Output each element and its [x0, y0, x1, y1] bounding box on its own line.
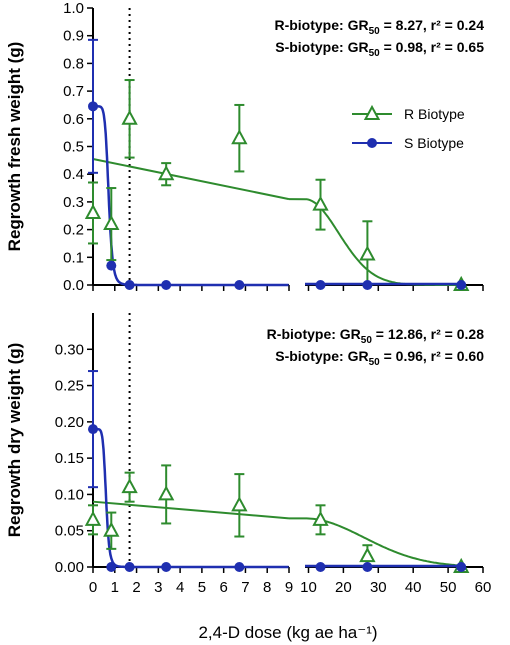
panel-fresh: 0.0 0.1 0.2 0.3 0.4 0.5 0.6 0.7 0.8 0.9 1.0 Regrowt…	[5, 0, 484, 294]
y-tick-label: 1.0	[63, 0, 84, 17]
y-tick-label: 0.05	[55, 523, 84, 540]
x-tick-label: 20	[335, 579, 352, 596]
x-tick-label: 1	[111, 579, 119, 596]
panel-dry: 0.00 0.05 0.10 0.15 0.20 0.25 0.30 0 1 2 3 4 5 6 7 8 9 10…	[5, 313, 491, 596]
r-biotype-point	[231, 129, 248, 145]
r-biotype-annotation: R-biotype: GR50 = 12.86, r² = 0.28	[267, 326, 485, 346]
x-tick-label: 0	[89, 579, 97, 596]
r-biotype-point	[157, 485, 175, 501]
s-biotype-point	[456, 280, 467, 290]
annotation-prefix: R-biotype: GR	[267, 326, 361, 342]
s-biotype-point	[88, 424, 98, 435]
r-biotype-fit-curve-right	[289, 517, 463, 567]
y-tick-label: 0.20	[55, 414, 84, 431]
y-tick-label: 0.3	[63, 194, 84, 211]
s-biotype-fit-curve	[93, 105, 289, 287]
y-axis-label: Regrowth fresh weight (g)	[5, 42, 24, 252]
annotation-subscript: 50	[369, 26, 381, 37]
legend-s-marker	[367, 138, 377, 148]
y-tick-label: 0.0	[63, 277, 84, 294]
x-tick-label: 6	[219, 579, 227, 596]
annotation-prefix: S-biotype: GR	[275, 348, 368, 364]
y-tick-label: 0.6	[63, 111, 84, 128]
s-biotype-point	[106, 562, 117, 572]
y-axis-label: Regrowth dry weight (g)	[5, 343, 24, 538]
x-tick-label: 4	[176, 579, 184, 596]
r-biotype-annotation: R-biotype: GR50 = 8.27, r² = 0.24	[274, 17, 484, 37]
s-biotype-point	[456, 562, 467, 572]
s-biotype-point	[161, 562, 172, 572]
legend-r-marker	[363, 104, 381, 120]
annotation-suffix: = 12.86, r² = 0.28	[372, 326, 484, 342]
r-biotype-point	[312, 510, 329, 526]
annotation-prefix: S-biotype: GR	[275, 39, 368, 55]
y-tick-label: 0.00	[55, 559, 84, 576]
y-tick-label: 0.9	[63, 28, 84, 45]
s-biotype-point	[106, 260, 117, 271]
x-tick-label: 9	[285, 579, 293, 596]
s-biotype-point	[161, 280, 172, 290]
y-tick-label: 0.30	[55, 341, 84, 358]
annotation-subscript: 50	[369, 357, 381, 368]
annotation-suffix: = 8.27, r² = 0.24	[380, 17, 485, 33]
x-tick-label: 8	[263, 579, 271, 596]
s-biotype-point	[124, 562, 135, 572]
x-tick-label: 60	[475, 579, 492, 596]
r-biotype-point	[103, 521, 120, 537]
x-tick-label: 3	[154, 579, 162, 596]
r-biotype-point	[103, 214, 120, 231]
r-biotype-point	[157, 165, 175, 181]
r-biotype-point	[231, 496, 248, 512]
r-biotype-point	[359, 547, 376, 563]
x-tick-label: 50	[440, 579, 457, 596]
annotation-suffix: = 0.98, r² = 0.65	[380, 39, 485, 55]
y-tick-label: 0.5	[63, 139, 84, 156]
y-tick-label: 0.10	[55, 486, 84, 503]
s-biotype-point	[88, 101, 98, 112]
s-biotype-annotation: S-biotype: GR50 = 0.96, r² = 0.60	[275, 348, 484, 368]
r-biotype-point	[84, 510, 102, 526]
x-tick-label: 10	[300, 579, 317, 596]
x-tick-label: 40	[405, 579, 422, 596]
x-tick-label: 2	[132, 579, 140, 596]
s-biotype-fit-curve	[93, 427, 289, 569]
r-biotype-point	[84, 203, 102, 219]
y-tick-label: 0.2	[63, 222, 84, 239]
annotation-subscript: 50	[361, 335, 373, 346]
y-tick-label: 0.15	[55, 450, 84, 467]
annotation-subscript: 50	[369, 48, 381, 59]
legend-s-label: S Biotype	[404, 135, 464, 151]
s-biotype-point	[362, 562, 373, 572]
legend-r-label: R Biotype	[404, 106, 465, 122]
y-tick-label: 0.4	[63, 166, 84, 183]
r-biotype-point	[359, 245, 376, 261]
x-axis-label: 2,4-D dose (kg ae ha⁻¹)	[198, 623, 377, 642]
s-biotype-point	[315, 562, 326, 572]
s-biotype-annotation: S-biotype: GR50 = 0.98, r² = 0.65	[275, 39, 484, 59]
y-tick-label: 0.7	[63, 83, 84, 100]
x-tick-label: 7	[241, 579, 249, 596]
annotation-prefix: R-biotype: GR	[274, 17, 368, 33]
legend: R Biotype S Biotype	[352, 104, 465, 151]
s-biotype-point	[234, 280, 245, 290]
y-tick-label: 0.25	[55, 378, 84, 395]
s-biotype-point	[362, 280, 373, 290]
annotation-suffix: = 0.96, r² = 0.60	[380, 348, 485, 364]
r-biotype-point	[121, 109, 138, 125]
x-tick-label: 30	[370, 579, 387, 596]
r-biotype-point	[312, 195, 329, 211]
y-tick-label: 0.8	[63, 55, 84, 72]
s-biotype-point	[315, 280, 326, 290]
r-biotype-fit-curve-right	[288, 198, 463, 286]
x-tick-label: 5	[198, 579, 206, 596]
s-biotype-point	[234, 562, 245, 572]
r-biotype-fit-line-left	[92, 500, 290, 520]
s-biotype-point	[124, 280, 135, 290]
r-biotype-fit-line-left	[92, 157, 290, 201]
y-tick-label: 0.1	[63, 249, 84, 266]
r-biotype-point	[121, 478, 138, 494]
